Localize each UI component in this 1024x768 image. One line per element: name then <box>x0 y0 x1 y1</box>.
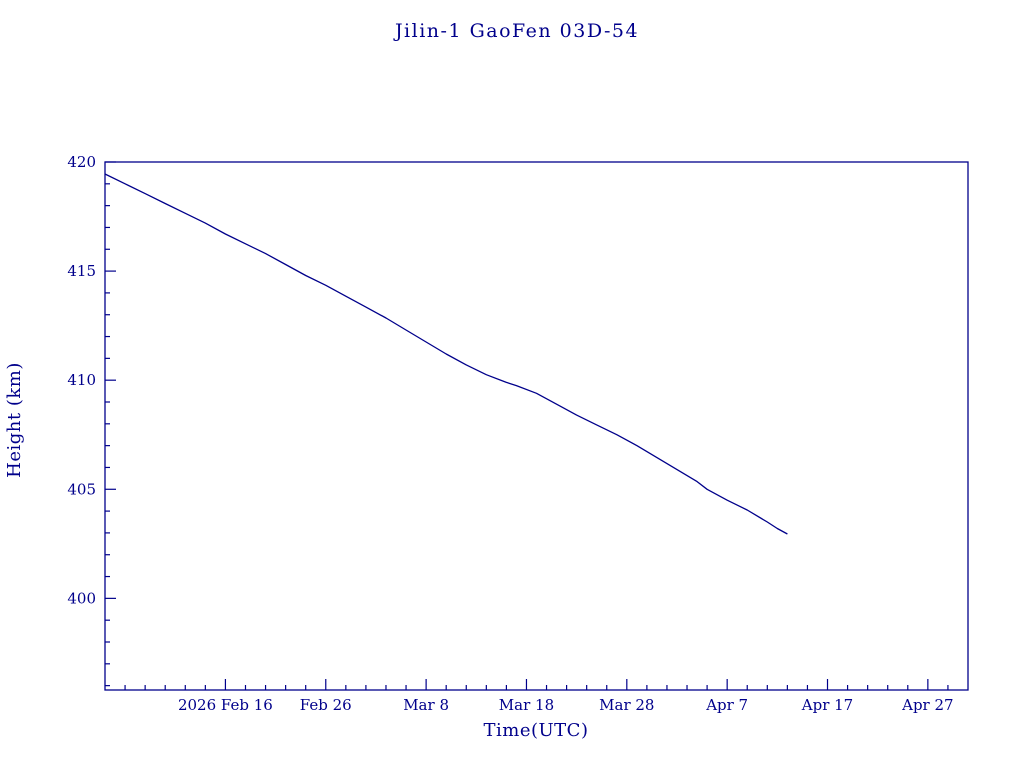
height-series-line <box>104 173 788 535</box>
x-tick-label: Apr 7 <box>705 696 748 714</box>
x-tick-label: Mar 8 <box>403 696 449 714</box>
axis-ticks <box>105 161 949 690</box>
plot-frame <box>104 161 969 691</box>
x-tick-label: Mar 18 <box>499 696 554 714</box>
y-tick-label: 410 <box>67 371 96 389</box>
y-axis-label: Height (km) <box>4 362 25 478</box>
chart-title: Jilin-1 GaoFen 03D-54 <box>393 20 639 42</box>
y-tick-label: 420 <box>67 153 96 171</box>
x-tick-label: Feb 26 <box>300 696 352 714</box>
x-tick-label: 2026 Feb 16 <box>178 696 273 714</box>
y-tick-label: 405 <box>67 480 96 498</box>
x-tick-label: Mar 28 <box>599 696 654 714</box>
y-tick-label: 415 <box>67 262 96 280</box>
axis-tick-labels: 400 405 410 415 420 2026 Feb 16 Feb 26 Mar 8 Mar… <box>67 153 953 714</box>
x-tick-label: Apr 27 <box>901 696 953 714</box>
x-tick-label: Apr 17 <box>801 696 853 714</box>
x-axis-label: Time(UTC) <box>484 720 589 741</box>
y-tick-label: 400 <box>67 589 96 607</box>
height-decay-line <box>104 173 788 535</box>
